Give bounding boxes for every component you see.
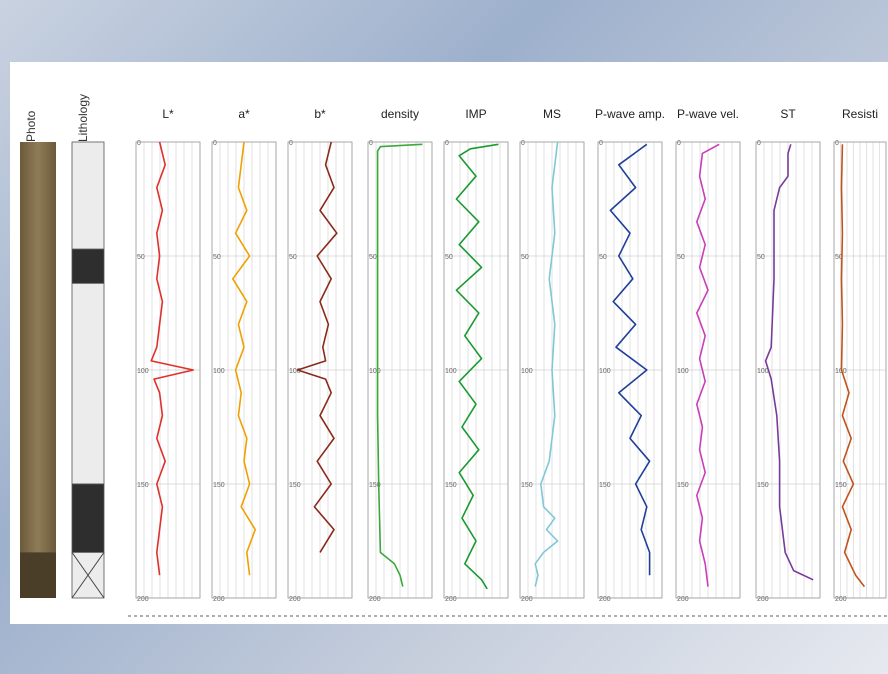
track-label: P-wave amp. bbox=[595, 107, 665, 121]
lithology-label: Lithology bbox=[76, 93, 90, 142]
depth-tick-label: 150 bbox=[677, 482, 689, 489]
depth-tick-label: 100 bbox=[213, 368, 225, 375]
track-labels: L* a* b* density IMP MS P-wave amp. P-wave vel.… bbox=[162, 107, 878, 121]
depth-tick-label: 100 bbox=[757, 368, 769, 375]
depth-tick-label: 100 bbox=[137, 368, 149, 375]
depth-tick-label: 150 bbox=[289, 482, 301, 489]
series-line bbox=[296, 141, 338, 553]
track-frame bbox=[833, 141, 887, 599]
track-frame bbox=[597, 141, 663, 599]
depth-tick-label: 0 bbox=[835, 140, 839, 147]
depth-tick-label: 50 bbox=[677, 254, 685, 261]
track-label: Resisti bbox=[842, 107, 878, 121]
track-frame bbox=[755, 141, 821, 599]
core-photo-image bbox=[20, 142, 56, 598]
series-line bbox=[376, 143, 423, 587]
track-label: L* bbox=[162, 107, 174, 121]
depth-tick-label: 100 bbox=[369, 368, 381, 375]
depth-tick-label: 0 bbox=[289, 140, 293, 147]
lithology-segment bbox=[71, 282, 105, 485]
depth-tick-label: 0 bbox=[137, 140, 141, 147]
track-label: density bbox=[381, 107, 419, 121]
depth-tick-label: 200 bbox=[835, 596, 847, 603]
depth-tick-label: 0 bbox=[677, 140, 681, 147]
depth-tick-label: 0 bbox=[369, 140, 373, 147]
track-label: b* bbox=[314, 107, 326, 121]
series-line bbox=[764, 144, 814, 581]
depth-tick-label: 150 bbox=[599, 482, 611, 489]
depth-tick-label: 150 bbox=[369, 482, 381, 489]
depth-tick-label: 50 bbox=[369, 254, 377, 261]
depth-tick-label: 0 bbox=[521, 140, 525, 147]
depth-tick-label: 50 bbox=[137, 254, 145, 261]
depth-tick-label: 50 bbox=[599, 254, 607, 261]
depth-tick-label: 100 bbox=[835, 368, 847, 375]
track-frame bbox=[367, 141, 433, 599]
depth-tick-label: 50 bbox=[289, 254, 297, 261]
track-label: MS bbox=[543, 107, 561, 121]
track-frame bbox=[443, 141, 509, 599]
track-frame bbox=[287, 141, 353, 599]
log-tracks: 0 50 100 150 200 0 50 100 150 200 0 50 100 150 200 0 50 1… bbox=[135, 140, 887, 603]
core-photo bbox=[20, 142, 56, 598]
depth-tick-label: 200 bbox=[445, 596, 457, 603]
track-frame bbox=[519, 141, 585, 599]
depth-tick-label: 200 bbox=[599, 596, 611, 603]
depth-tick-label: 200 bbox=[369, 596, 381, 603]
series-line bbox=[840, 144, 866, 588]
track-label: P-wave vel. bbox=[677, 107, 739, 121]
series-line bbox=[534, 141, 559, 587]
depth-tick-label: 150 bbox=[445, 482, 457, 489]
depth-tick-label: 100 bbox=[289, 368, 301, 375]
depth-tick-label: 200 bbox=[757, 596, 769, 603]
series-line bbox=[609, 143, 651, 576]
depth-tick-label: 200 bbox=[137, 596, 149, 603]
track-label: IMP bbox=[465, 107, 486, 121]
depth-tick-label: 0 bbox=[213, 140, 217, 147]
depth-tick-label: 200 bbox=[213, 596, 225, 603]
series-line bbox=[232, 141, 256, 576]
lithology-segment bbox=[71, 248, 105, 284]
log-panel bbox=[10, 62, 888, 624]
lithology-column bbox=[71, 141, 105, 599]
depth-tick-label: 150 bbox=[757, 482, 769, 489]
series-line bbox=[696, 143, 720, 587]
track-label: ST bbox=[780, 107, 796, 121]
series-line bbox=[150, 141, 194, 576]
depth-tick-label: 200 bbox=[521, 596, 533, 603]
depth-tick-label: 100 bbox=[677, 368, 689, 375]
depth-tick-label: 100 bbox=[599, 368, 611, 375]
depth-tick-label: 100 bbox=[521, 368, 533, 375]
depth-tick-label: 50 bbox=[521, 254, 529, 261]
depth-tick-label: 150 bbox=[521, 482, 533, 489]
depth-tick-label: 0 bbox=[445, 140, 449, 147]
series-line bbox=[455, 143, 499, 590]
depth-tick-label: 150 bbox=[137, 482, 149, 489]
depth-tick-label: 50 bbox=[445, 254, 453, 261]
track-frame bbox=[135, 141, 201, 599]
depth-tick-label: 50 bbox=[835, 254, 843, 261]
depth-tick-label: 150 bbox=[213, 482, 225, 489]
track-label: a* bbox=[238, 107, 250, 121]
depth-tick-label: 150 bbox=[835, 482, 847, 489]
depth-tick-label: 200 bbox=[677, 596, 689, 603]
lithology-cross bbox=[71, 552, 105, 599]
depth-tick-label: 50 bbox=[213, 254, 221, 261]
depth-tick-label: 100 bbox=[445, 368, 457, 375]
depth-tick-label: 0 bbox=[757, 140, 761, 147]
core-photo-dark-zone bbox=[20, 552, 56, 598]
lithology-segment bbox=[71, 141, 105, 250]
depth-tick-label: 0 bbox=[599, 140, 603, 147]
photo-label: Photo bbox=[24, 110, 38, 142]
depth-tick-label: 50 bbox=[757, 254, 765, 261]
lithology-segment bbox=[71, 483, 105, 553]
track-frame bbox=[675, 141, 741, 599]
depth-tick-label: 200 bbox=[289, 596, 301, 603]
